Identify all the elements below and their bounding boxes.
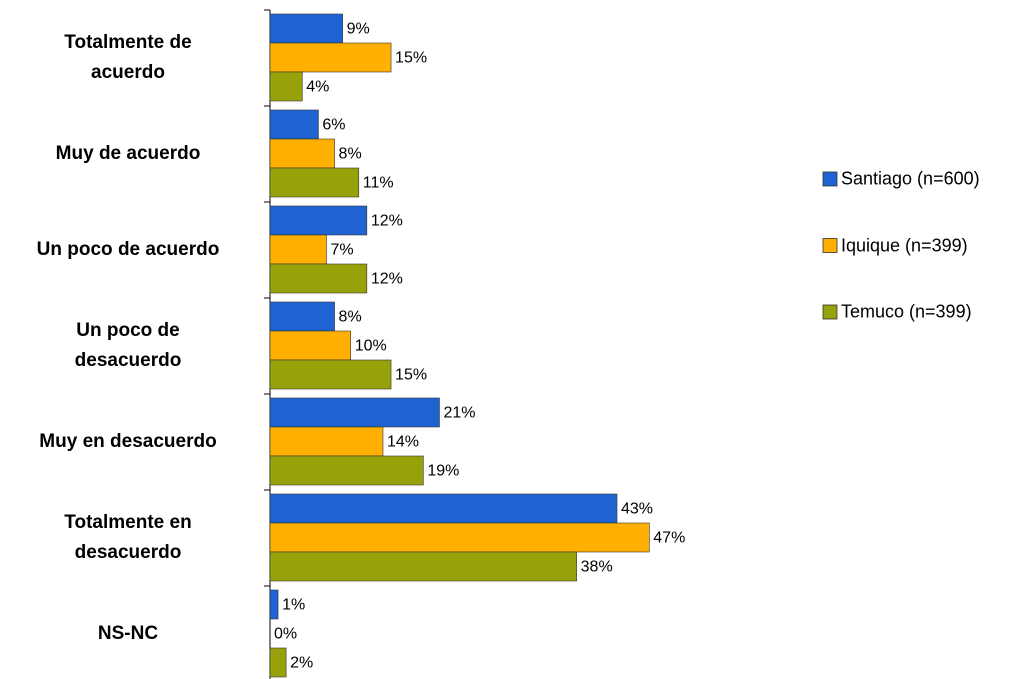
bar <box>269 138 335 169</box>
value-label: 38% <box>581 559 613 576</box>
bar <box>269 426 384 457</box>
bar <box>269 167 360 198</box>
value-label: 9% <box>347 21 370 38</box>
bar <box>269 397 440 428</box>
bar <box>269 42 392 73</box>
value-label: 47% <box>653 530 685 547</box>
bar <box>269 551 577 582</box>
value-label: 21% <box>443 405 475 422</box>
bar <box>269 455 424 486</box>
value-label: 14% <box>387 434 419 451</box>
category-label: Totalmente en desacuerdo <box>64 512 192 563</box>
value-label: 15% <box>395 50 427 67</box>
value-label: 6% <box>322 117 345 134</box>
value-label: 12% <box>371 213 403 230</box>
legend-label: Temuco (n=399) <box>841 301 972 322</box>
value-label: 4% <box>306 79 329 96</box>
legend-swatch <box>822 238 838 253</box>
bar <box>269 71 303 102</box>
bar <box>269 522 650 553</box>
value-label: 8% <box>339 146 362 163</box>
bar <box>269 234 327 265</box>
legend-swatch <box>822 304 838 320</box>
value-label: 19% <box>427 463 459 480</box>
value-label: 7% <box>330 242 353 259</box>
bar <box>269 589 279 620</box>
legend-label: Iquique (n=399) <box>841 235 968 255</box>
bar <box>269 301 335 332</box>
value-label: 11% <box>363 175 394 192</box>
value-label: 12% <box>371 271 403 288</box>
legend-swatch <box>822 171 838 187</box>
value-label: 43% <box>621 501 653 518</box>
legend-label: Santiago (n=600) <box>841 168 980 189</box>
category-label: Totalmente de acuerdo <box>64 32 192 83</box>
value-label: 1% <box>282 597 305 614</box>
category-label: Un poco de acuerdo <box>36 239 220 260</box>
value-label: 0% <box>274 626 297 643</box>
value-label: 10% <box>355 338 387 355</box>
category-label: Un poco de desacuerdo <box>74 320 182 371</box>
category-label: Muy de acuerdo <box>55 143 201 164</box>
bar <box>269 109 319 140</box>
value-label: 8% <box>339 309 362 326</box>
bar <box>269 330 351 361</box>
value-label: 15% <box>395 367 427 384</box>
category-label: NS-NC <box>97 623 159 644</box>
bar <box>269 359 392 390</box>
bar <box>269 13 343 44</box>
category-label: Muy en desacuerdo <box>39 431 217 452</box>
bar <box>269 263 368 294</box>
bar <box>269 205 368 236</box>
bar <box>269 493 618 524</box>
value-label: 2% <box>290 655 313 672</box>
bar <box>269 647 287 678</box>
